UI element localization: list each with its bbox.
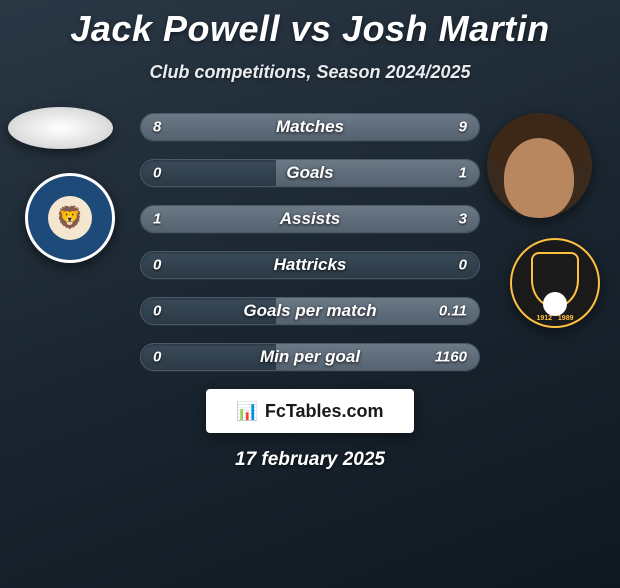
stat-value-left: 0: [153, 257, 161, 274]
stat-label: Matches: [276, 117, 344, 137]
stat-value-left: 0: [153, 303, 161, 320]
stat-bars: 8 9 Matches 0 1 Goals 1 3 Assists 0 0 Hattricks 0 0.1…: [140, 113, 480, 371]
stat-label: Goals per match: [243, 301, 376, 321]
stat-row: 0 0 Hattricks: [140, 251, 480, 279]
stat-value-left: 8: [153, 119, 161, 136]
stat-value-right: 0.11: [439, 303, 467, 320]
player-right-face: [504, 138, 574, 218]
brand-logo-icon: 📊: [236, 401, 258, 422]
page-title: Jack Powell vs Josh Martin: [0, 8, 620, 50]
stat-label: Hattricks: [274, 255, 347, 275]
stat-value-left: 0: [153, 349, 161, 366]
stat-row: 8 9 Matches: [140, 113, 480, 141]
club-left-crest-icon: 🦁: [48, 196, 92, 240]
stat-label: Min per goal: [260, 347, 360, 367]
stat-label: Goals: [286, 163, 333, 183]
stat-fill-right: [226, 206, 480, 232]
player-left-photo: [8, 107, 113, 149]
page-subtitle: Club competitions, Season 2024/2025: [0, 62, 620, 83]
player-right-photo: [487, 113, 592, 218]
stat-row: 0 0.11 Goals per match: [140, 297, 480, 325]
stat-value-right: 0: [459, 257, 467, 274]
brand-text: FcTables.com: [265, 401, 384, 422]
club-right-ball-icon: [543, 292, 567, 316]
club-right-badge: 1912 1989: [510, 238, 600, 328]
stat-row: 1 3 Assists: [140, 205, 480, 233]
stat-value-left: 1: [153, 211, 161, 228]
stat-label: Assists: [280, 209, 340, 229]
stat-row: 0 1 Goals: [140, 159, 480, 187]
stat-row: 0 1160 Min per goal: [140, 343, 480, 371]
stat-value-right: 1160: [435, 349, 467, 366]
club-left-badge: 🦁: [25, 173, 115, 263]
footer-date: 17 february 2025: [0, 449, 620, 471]
stat-value-right: 3: [459, 211, 467, 228]
club-right-years: 1912 1989: [512, 315, 598, 322]
stat-value-left: 0: [153, 165, 161, 182]
stat-value-right: 1: [459, 165, 467, 182]
comparison-content: 🦁 1912 1989 8 9 Matches 0 1 Goals 1 3 Assists 0 0 H…: [0, 113, 620, 371]
stat-value-right: 9: [459, 119, 467, 136]
brand-badge: 📊 FcTables.com: [206, 389, 414, 433]
